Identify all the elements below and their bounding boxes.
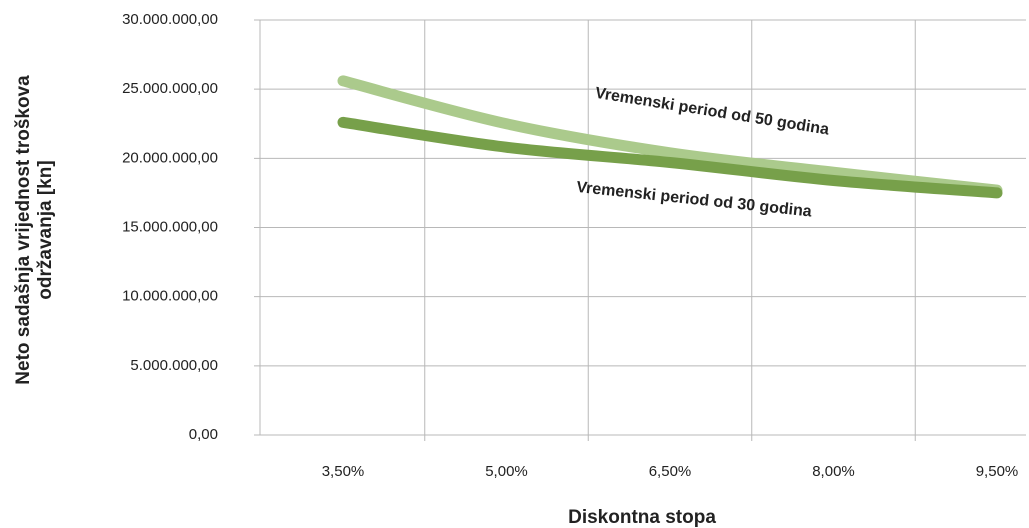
series-annotation: Vremenski period od 30 godina	[576, 179, 813, 221]
y-axis-label-line: održavanja [kn]	[35, 160, 56, 299]
x-tick-label: 9,50%	[976, 463, 1019, 480]
y-tick-label: 15.000.000,00	[122, 218, 218, 235]
x-axis-label: Diskontna stopa	[568, 507, 716, 528]
y-axis-label-line: Neto sadašnja vrijednost troškova	[13, 75, 34, 385]
y-tick-label: 30.000.000,00	[122, 11, 218, 28]
x-tick-label: 3,50%	[322, 463, 365, 480]
y-tick-label: 10.000.000,00	[122, 288, 218, 305]
series-line	[337, 116, 1003, 199]
y-tick-label: 5.000.000,00	[130, 357, 218, 374]
x-tick-label: 5,00%	[485, 463, 528, 480]
y-tick-label: 20.000.000,00	[122, 149, 218, 166]
series-line	[337, 75, 1003, 196]
series-annotation: Vremenski period od 50 godina	[594, 85, 830, 139]
y-axis-label: Neto sadašnja vrijednost troškova održav…	[13, 75, 56, 385]
x-tick-label: 8,00%	[812, 463, 855, 480]
x-tick-label: 6,50%	[649, 463, 692, 480]
y-tick-label: 25.000.000,00	[122, 80, 218, 97]
y-tick-label: 0,00	[189, 426, 218, 443]
